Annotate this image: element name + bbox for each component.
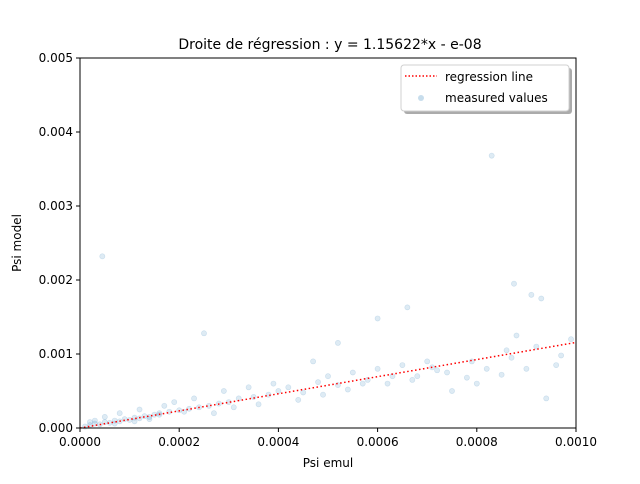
legend-label-regression: regression line bbox=[445, 70, 533, 84]
scatter-point bbox=[335, 339, 341, 346]
scatter-point bbox=[344, 386, 351, 393]
scatter-point bbox=[568, 336, 574, 343]
scatter-point bbox=[220, 388, 227, 394]
scatter-point bbox=[483, 365, 490, 372]
x-axis: 0.0000 0.0002 0.0004 0.0006 0.0008 0.0010 bbox=[59, 428, 597, 449]
scatter-point bbox=[399, 362, 406, 368]
scatter-point bbox=[245, 384, 252, 391]
scatter-point bbox=[543, 395, 550, 402]
scatter-point bbox=[161, 402, 168, 409]
scatter-point bbox=[508, 354, 515, 361]
x-tick-label: 0.0010 bbox=[555, 435, 597, 449]
x-tick-label: 0.0008 bbox=[456, 435, 498, 449]
y-tick-label: 0.001 bbox=[39, 347, 73, 361]
scatter-point bbox=[285, 384, 292, 391]
x-tick-label: 0.0004 bbox=[257, 435, 299, 449]
plot-frame bbox=[79, 57, 577, 429]
scatter-point bbox=[255, 401, 262, 408]
scatter-point bbox=[538, 295, 545, 302]
x-tick-label: 0.0000 bbox=[59, 435, 101, 449]
scatter-point bbox=[91, 417, 98, 424]
scatter-point bbox=[156, 410, 163, 417]
y-tick-label: 0.000 bbox=[39, 421, 73, 435]
scatter-point bbox=[558, 352, 565, 359]
y-axis: 0.000 0.001 0.002 0.003 0.004 0.005 bbox=[39, 51, 80, 435]
scatter-point bbox=[523, 365, 530, 372]
scatter-point bbox=[270, 380, 277, 387]
y-axis-label: Psi model bbox=[10, 214, 24, 272]
scatter-point bbox=[325, 373, 331, 380]
scatter-point bbox=[87, 419, 93, 425]
scatter-point bbox=[141, 413, 148, 420]
chart-title: Droite de régression : y = 1.15622*x - e… bbox=[178, 37, 481, 53]
scatter-point bbox=[409, 376, 416, 383]
scatter-point bbox=[374, 315, 381, 322]
scatter-point bbox=[359, 380, 366, 387]
scatter-point bbox=[230, 404, 237, 411]
legend-label-measured: measured values bbox=[445, 91, 548, 105]
scatter-point bbox=[449, 388, 455, 394]
scatter-point bbox=[310, 358, 317, 365]
scatter-point bbox=[444, 369, 450, 376]
scatter-point bbox=[424, 358, 431, 365]
y-tick-label: 0.005 bbox=[39, 51, 73, 65]
scatter-point bbox=[136, 406, 143, 413]
scatter-point bbox=[374, 365, 381, 372]
scatter-point bbox=[463, 374, 470, 381]
scatter-point bbox=[211, 410, 217, 417]
scatter-point bbox=[126, 416, 133, 423]
scatter-point bbox=[473, 380, 480, 387]
scatter-point bbox=[364, 376, 371, 383]
y-tick-label: 0.002 bbox=[39, 273, 73, 287]
scatter-point bbox=[101, 413, 108, 420]
scatter-point bbox=[553, 362, 560, 368]
scatter-point bbox=[99, 253, 106, 260]
scatter-point bbox=[533, 343, 540, 350]
scatter-point bbox=[468, 358, 475, 365]
scatter-point bbox=[181, 408, 188, 415]
scatter-point bbox=[335, 382, 341, 388]
scatter-point bbox=[488, 152, 495, 159]
y-tick-label: 0.004 bbox=[39, 125, 73, 139]
legend-point-swatch bbox=[418, 95, 424, 101]
scatter-point bbox=[146, 416, 153, 423]
scatter-point bbox=[171, 399, 178, 405]
scatter-point bbox=[151, 411, 158, 418]
scatter-point bbox=[404, 304, 411, 311]
scatter-point bbox=[320, 391, 326, 398]
y-tick-label: 0.003 bbox=[39, 199, 73, 213]
scatter-point bbox=[511, 280, 517, 287]
scatter-point bbox=[131, 418, 138, 425]
scatter-point bbox=[300, 389, 307, 396]
scatter-point bbox=[384, 380, 391, 387]
x-tick-label: 0.0006 bbox=[357, 435, 399, 449]
x-tick-label: 0.0002 bbox=[158, 435, 200, 449]
scatter-point bbox=[498, 371, 505, 378]
scatter-point bbox=[528, 291, 535, 298]
scatter-point bbox=[434, 367, 441, 374]
scatter-point bbox=[101, 419, 108, 425]
scatter-point bbox=[414, 373, 421, 380]
x-axis-label: Psi emul bbox=[303, 456, 353, 470]
scatter-point bbox=[116, 410, 123, 417]
scatter-point bbox=[295, 396, 302, 403]
scatter-point bbox=[503, 347, 510, 354]
legend-box bbox=[400, 64, 570, 112]
scatter-point bbox=[275, 388, 282, 394]
points-layer bbox=[82, 152, 574, 430]
scatter-point bbox=[191, 395, 197, 402]
scatter-point bbox=[201, 330, 207, 337]
scatter-point bbox=[513, 332, 520, 339]
scatter-point bbox=[349, 369, 356, 376]
scatter-point bbox=[315, 379, 321, 386]
legend: regression line measured values bbox=[400, 64, 572, 114]
